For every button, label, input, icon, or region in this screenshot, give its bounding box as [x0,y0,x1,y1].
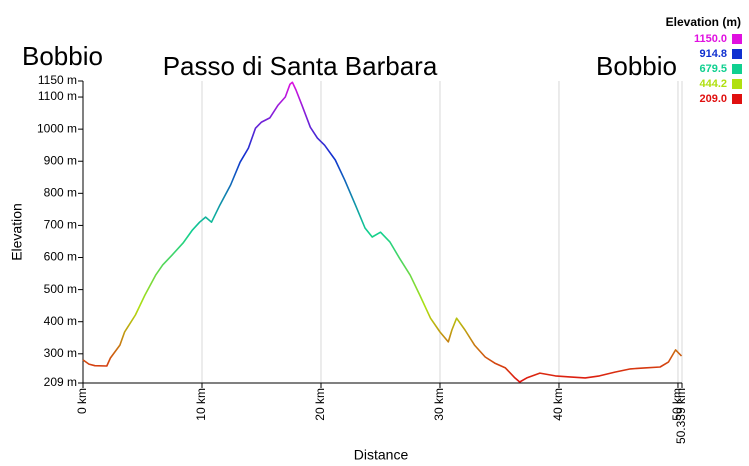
legend-swatch [732,49,742,59]
x-tick-label: 50.339 km [674,388,688,444]
y-tick-label: 700 m [44,218,77,232]
y-tick-label: 300 m [44,346,77,360]
x-tick-label: 30 km [432,388,446,421]
y-tick-label: 500 m [44,282,77,296]
x-tick-label: 40 km [551,388,565,421]
legend-swatch [732,34,742,44]
y-tick-label: 1100 m [38,89,77,103]
y-tick-label: 600 m [44,250,77,264]
x-axis-label: Distance [354,447,409,463]
y-tick-label: 900 m [44,153,77,167]
legend-swatch [732,79,742,89]
legend-label: 1150.0 [694,33,727,45]
elevation-line [82,81,683,383]
legend-swatch [732,64,742,74]
y-axis-label: Elevation [9,203,25,261]
start-label: Bobbio [22,41,103,71]
x-tick-label: 10 km [194,388,208,421]
y-tick-label: 800 m [44,185,77,199]
x-tick-label: 0 km [75,388,89,414]
y-tick-label: 209 m [44,375,77,389]
y-tick-label: 400 m [44,314,77,328]
legend-title: Elevation (m) [666,15,741,29]
legend-label: 914.8 [699,48,727,60]
end-label: Bobbio [596,51,677,81]
x-tick-label: 50 km [670,388,684,421]
legend-label: 679.5 [699,63,727,75]
y-tick-label: 1150 m [38,73,77,87]
chart-title: Passo di Santa Barbara [163,51,438,81]
legend-label: 444.2 [699,78,727,90]
x-tick-label: 20 km [313,388,327,421]
legend-swatch [732,94,742,104]
legend-label: 209.0 [699,93,727,105]
y-tick-label: 1000 m [37,121,77,135]
